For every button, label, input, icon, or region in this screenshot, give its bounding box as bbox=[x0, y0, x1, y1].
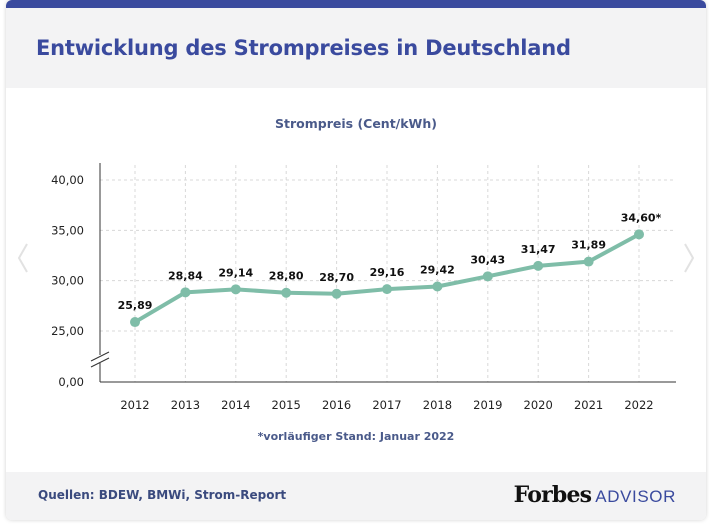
data-point bbox=[432, 281, 443, 292]
data-label: 28,84 bbox=[168, 269, 203, 282]
y-tick-label: 25,00 bbox=[51, 324, 84, 338]
x-tick-label: 2019 bbox=[473, 398, 502, 412]
data-label: 34,60* bbox=[621, 211, 662, 224]
axis-break-mark bbox=[90, 357, 110, 368]
data-label: 30,43 bbox=[470, 253, 505, 266]
data-label: 25,89 bbox=[118, 299, 153, 312]
x-tick-label: 2015 bbox=[272, 398, 301, 412]
accent-bar bbox=[6, 0, 706, 8]
data-label: 31,47 bbox=[521, 243, 556, 256]
chevron-right-icon[interactable] bbox=[684, 243, 694, 273]
data-point bbox=[634, 229, 644, 240]
y-tick-label: 40,00 bbox=[51, 173, 84, 187]
data-point bbox=[382, 284, 392, 295]
axis-break-gap bbox=[92, 355, 108, 363]
x-tick-label: 2013 bbox=[171, 398, 200, 412]
x-tick-label: 2021 bbox=[574, 398, 603, 412]
data-label: 28,70 bbox=[319, 271, 354, 284]
y-tick-label: 35,00 bbox=[51, 223, 84, 237]
data-label: 29,42 bbox=[420, 264, 455, 277]
line-chart: Strompreis (Cent/kWh) 0,00 25,00 30,00 35,00… bbox=[51, 116, 676, 443]
x-tick-label: 2014 bbox=[221, 398, 250, 412]
data-point bbox=[583, 256, 594, 267]
sources-text: Quellen: BDEW, BMWi, Strom-Report bbox=[38, 488, 287, 502]
data-point bbox=[533, 260, 544, 271]
data-point bbox=[281, 287, 292, 298]
footer: Quellen: BDEW, BMWi, Strom-Report Forbes… bbox=[6, 472, 706, 520]
page-title: Entwicklung des Strompreises in Deutschl… bbox=[36, 36, 571, 60]
data-point bbox=[331, 288, 342, 299]
chart-footnote: *vorläufiger Stand: Januar 2022 bbox=[258, 430, 455, 443]
x-tick-label: 2020 bbox=[524, 398, 553, 412]
data-point bbox=[180, 287, 191, 298]
data-label: 29,14 bbox=[218, 266, 253, 279]
data-point bbox=[130, 317, 140, 328]
data-point bbox=[230, 284, 241, 295]
header: Entwicklung des Strompreises in Deutschl… bbox=[6, 8, 706, 88]
data-point bbox=[482, 271, 493, 282]
data-label: 28,80 bbox=[269, 270, 304, 283]
x-tick-label: 2018 bbox=[423, 398, 452, 412]
data-label: 29,16 bbox=[370, 266, 405, 279]
chart-card: Entwicklung des Strompreises in Deutschl… bbox=[6, 0, 706, 520]
x-tick-label: 2016 bbox=[322, 398, 351, 412]
x-tick-label: 2017 bbox=[372, 398, 401, 412]
y-tick-label: 30,00 bbox=[51, 274, 84, 288]
y-tick-label: 0,00 bbox=[58, 375, 84, 389]
logo-forbes: Forbes bbox=[513, 482, 592, 508]
forbes-advisor-logo[interactable]: Forbes ADVISOR bbox=[514, 482, 676, 508]
logo-advisor: ADVISOR bbox=[595, 487, 676, 506]
x-tick-label: 2012 bbox=[120, 398, 149, 412]
axis-break-mark bbox=[90, 351, 110, 362]
chevron-left-icon[interactable] bbox=[18, 243, 28, 273]
data-label: 31,89 bbox=[571, 239, 606, 252]
chart-title: Strompreis (Cent/kWh) bbox=[275, 116, 437, 131]
x-tick-label: 2022 bbox=[624, 398, 653, 412]
